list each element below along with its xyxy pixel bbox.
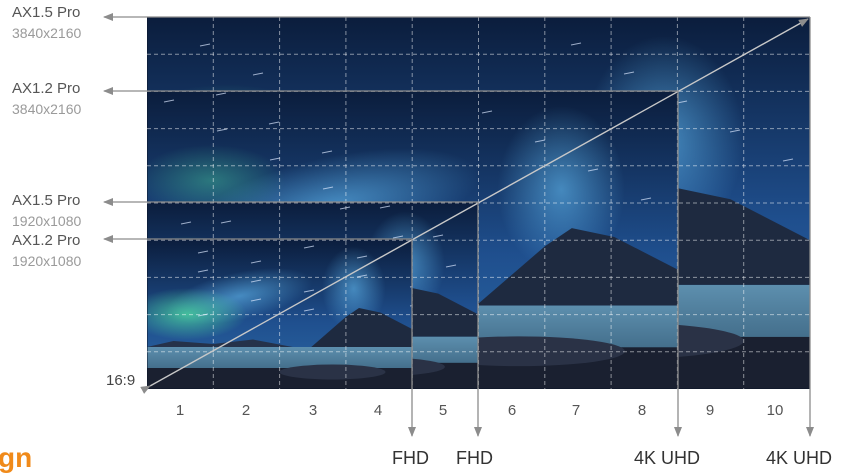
column-number-1: 1 xyxy=(175,402,185,419)
column-number-3: 3 xyxy=(308,402,318,419)
model-label-2: AX1.2 Pro xyxy=(12,80,81,97)
column-number-8: 8 xyxy=(637,402,647,419)
column-number-2: 2 xyxy=(241,402,251,419)
column-number-9: 9 xyxy=(705,402,715,419)
aspect-ratio-label: 16:9 xyxy=(106,372,136,389)
column-number-4: 4 xyxy=(373,402,383,419)
bottom-label-4k-1: 4K UHD xyxy=(634,448,701,468)
column-number-7: 7 xyxy=(571,402,581,419)
resolution-label-4: 1920x1080 xyxy=(12,253,82,269)
column-number-6: 6 xyxy=(507,402,517,419)
bottom-label-4k-2: 4K UHD xyxy=(766,448,833,468)
aurora-green xyxy=(147,288,247,340)
model-label-1: AX1.5 Pro xyxy=(12,4,81,21)
bottom-label-fhd-1: FHD xyxy=(392,448,429,468)
diagonal-arrow xyxy=(140,18,809,394)
brand-logo-fragment: gn xyxy=(0,442,33,473)
model-label-3: AX1.5 Pro xyxy=(12,192,81,209)
column-number-5: 5 xyxy=(438,402,448,419)
resolution-label-2: 3840x2160 xyxy=(12,101,82,117)
resolution-label-1: 3840x2160 xyxy=(12,25,82,41)
model-label-4: AX1.2 Pro xyxy=(12,232,81,249)
bottom-label-fhd-2: FHD xyxy=(456,448,493,468)
resolution-label-3: 1920x1080 xyxy=(12,213,82,229)
rock xyxy=(279,364,386,380)
column-number-10: 10 xyxy=(766,402,784,419)
arrows-layer xyxy=(103,13,814,437)
